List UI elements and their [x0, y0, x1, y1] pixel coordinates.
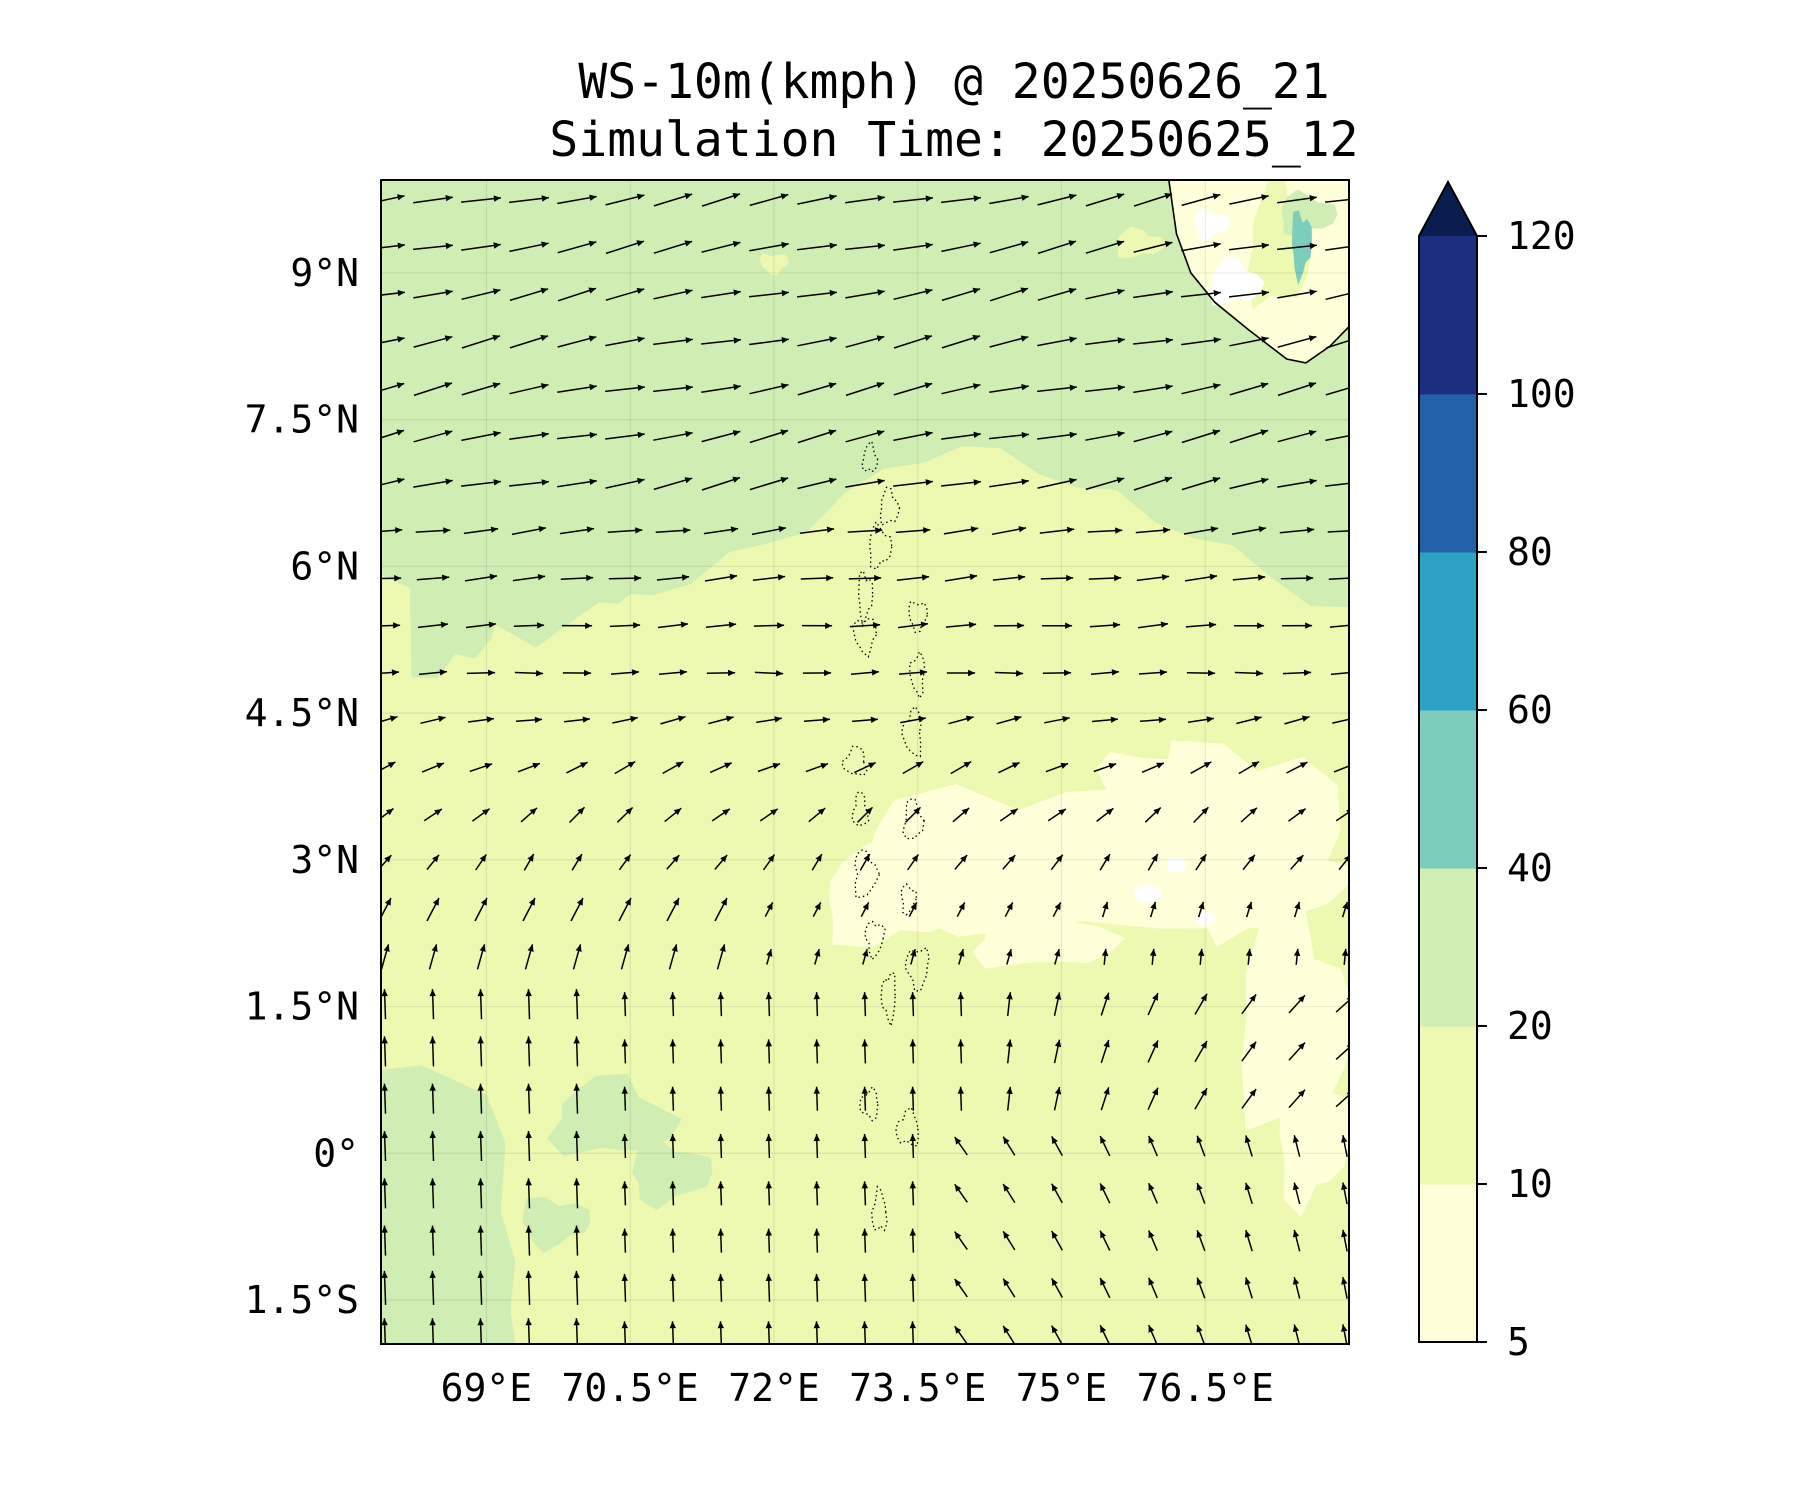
colorbar-segment [1419, 1184, 1477, 1343]
y-tick-label: 9°N [290, 251, 359, 295]
y-tick-label: 7.5°N [245, 398, 359, 442]
colorbar: 5 10 20 40 60 80 100 120 [1419, 182, 1576, 1364]
x-tick-label: 75°E [1016, 1366, 1108, 1410]
colorbar-label: 10 [1507, 1162, 1553, 1206]
region-below-5 [1166, 857, 1186, 873]
colorbar-label: 40 [1507, 846, 1553, 890]
colorbar-label: 20 [1507, 1004, 1553, 1048]
y-tick-label: 1.5°S [245, 1278, 359, 1322]
colorbar-label: 5 [1507, 1320, 1530, 1364]
colorbar-label: 120 [1507, 214, 1576, 258]
colorbar-segment [1419, 236, 1477, 395]
x-tick-label: 73.5°E [849, 1366, 986, 1410]
y-tick-label: 1.5°N [245, 985, 359, 1029]
chart-title: WS-10m(kmph) @ 20250626_21 [440, 54, 1468, 110]
y-tick-label: 0° [313, 1131, 359, 1175]
colorbar-segment [1419, 1026, 1477, 1185]
colorbar-segment [1419, 394, 1477, 553]
x-tick-label: 76.5°E [1137, 1366, 1274, 1410]
y-axis-ticks: 9°N 7.5°N 6°N 4.5°N 3°N 1.5°N 0° 1.5°S [245, 251, 359, 1322]
colorbar-segment [1419, 710, 1477, 869]
x-axis-ticks: 69°E 70.5°E 72°E 73.5°E 75°E 76.5°E [441, 1366, 1274, 1410]
colorbar-label: 100 [1507, 372, 1576, 416]
y-tick-label: 4.5°N [245, 691, 359, 735]
x-tick-label: 72°E [728, 1366, 820, 1410]
colorbar-extend-arrow [1419, 182, 1477, 236]
colorbar-label: 60 [1507, 688, 1553, 732]
chart-subtitle: Simulation Time: 20250625_12 [440, 112, 1468, 168]
region-below-5 [1134, 885, 1162, 903]
colorbar-segment [1419, 552, 1477, 711]
y-tick-label: 3°N [290, 838, 359, 882]
map-area [381, 179, 1365, 1345]
x-tick-label: 70.5°E [562, 1366, 699, 1410]
y-tick-label: 6°N [290, 544, 359, 588]
colorbar-label: 80 [1507, 530, 1553, 574]
colorbar-segment [1419, 868, 1477, 1027]
x-tick-label: 69°E [441, 1366, 533, 1410]
